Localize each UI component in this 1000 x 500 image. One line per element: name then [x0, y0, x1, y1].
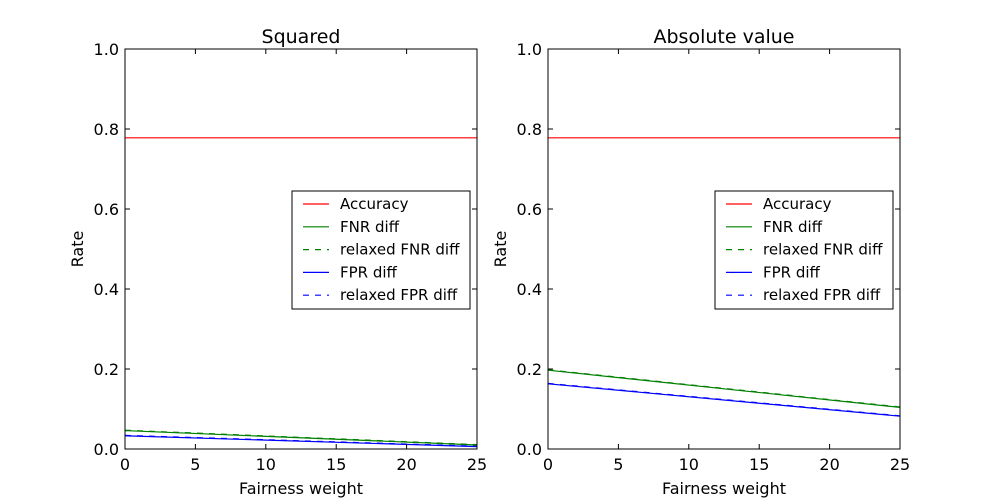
- legend-label: relaxed FPR diff: [340, 286, 458, 304]
- y-tick-label: 0.6: [94, 200, 119, 219]
- legend-label: Accuracy: [340, 195, 409, 213]
- x-tick-label: 20: [819, 455, 839, 474]
- legend-label: relaxed FPR diff: [763, 286, 881, 304]
- y-tick-label: 0.0: [517, 440, 542, 459]
- x-tick-label: 5: [190, 455, 200, 474]
- y-axis-label: Rate: [68, 231, 87, 268]
- axes-frame: [547, 48, 901, 450]
- legend: Accuracy FNR diff relaxed FNR diff FPR diff…: [714, 190, 894, 310]
- y-tick-label: 0.4: [517, 280, 542, 299]
- series-line-relaxed-fnr-diff: [125, 429, 477, 446]
- axes-frame: [124, 48, 478, 450]
- x-tick-label: 10: [679, 455, 699, 474]
- x-tick-label: 0: [120, 455, 130, 474]
- y-tick-label: 0.2: [94, 360, 119, 379]
- chart-title: Absolute value: [654, 26, 795, 48]
- x-tick-label: 25: [467, 455, 487, 474]
- legend-box: [714, 190, 894, 310]
- series-line-fpr-diff: [548, 383, 900, 417]
- x-tick-label: 0: [543, 455, 553, 474]
- legend-label: FNR diff: [763, 218, 823, 236]
- x-tick-label: 5: [613, 455, 623, 474]
- legend-box: [291, 190, 471, 310]
- legend: Accuracy FNR diff relaxed FNR diff FPR diff…: [291, 190, 471, 310]
- y-axis-label: Rate: [491, 231, 510, 268]
- chart-title: Squared: [262, 26, 341, 48]
- y-tick-label: 0.8: [517, 120, 542, 139]
- x-tick-label: 20: [396, 455, 416, 474]
- legend-label: FPR diff: [763, 263, 821, 281]
- legend-label: Accuracy: [763, 195, 832, 213]
- x-tick-label: 10: [256, 455, 276, 474]
- series-group: [548, 137, 900, 417]
- y-tick-label: 0.4: [94, 280, 119, 299]
- x-tick-label: 15: [326, 455, 346, 474]
- legend-label: relaxed FNR diff: [340, 241, 460, 259]
- series-group: [125, 137, 477, 448]
- x-axis-label: Fairness weight: [662, 479, 786, 498]
- x-tick-label: 15: [749, 455, 769, 474]
- series-line-fnr-diff: [548, 369, 900, 408]
- legend-label: FPR diff: [340, 263, 398, 281]
- x-tick-label: 25: [890, 455, 910, 474]
- chart-panel-2: 0 5 10 15 20 25 0.0 0.2 0.4 0.6 0.8 1.0 Absolute val…: [491, 26, 910, 498]
- y-tick-label: 0.0: [94, 440, 119, 459]
- y-tick-label: 1.0: [94, 40, 119, 59]
- legend-label: FNR diff: [340, 218, 400, 236]
- series-line-relaxed-fpr-diff: [125, 434, 477, 447]
- chart-panel-1: 0 5 10 15 20 25 0.0 0.2 0.4 0.6 0.8 1.0 Squared Fairn…: [68, 26, 487, 498]
- x-axis-label: Fairness weight: [239, 479, 363, 498]
- y-tick-label: 0.8: [94, 120, 119, 139]
- y-tick-label: 0.2: [517, 360, 542, 379]
- legend-label: relaxed FNR diff: [763, 241, 883, 259]
- y-tick-label: 1.0: [517, 40, 542, 59]
- y-tick-label: 0.6: [517, 200, 542, 219]
